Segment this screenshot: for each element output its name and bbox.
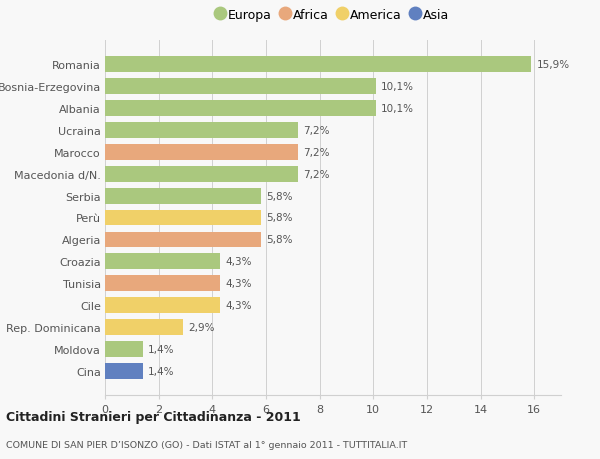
- Bar: [105, 232, 260, 248]
- Bar: [105, 145, 298, 160]
- Text: 2,9%: 2,9%: [188, 322, 215, 332]
- Text: 5,8%: 5,8%: [266, 191, 292, 201]
- Bar: [105, 101, 376, 117]
- Text: 4,3%: 4,3%: [226, 300, 252, 310]
- Bar: [105, 319, 183, 335]
- Text: COMUNE DI SAN PIER D’ISONZO (GO) - Dati ISTAT al 1° gennaio 2011 - TUTTITALIA.IT: COMUNE DI SAN PIER D’ISONZO (GO) - Dati …: [6, 441, 407, 449]
- Text: 10,1%: 10,1%: [381, 82, 414, 92]
- Text: 1,4%: 1,4%: [148, 366, 175, 376]
- Bar: [105, 57, 532, 73]
- Bar: [105, 297, 220, 313]
- Bar: [105, 363, 143, 379]
- Bar: [105, 79, 376, 95]
- Text: 1,4%: 1,4%: [148, 344, 175, 354]
- Text: 10,1%: 10,1%: [381, 104, 414, 114]
- Text: 15,9%: 15,9%: [537, 60, 570, 70]
- Text: 7,2%: 7,2%: [304, 147, 330, 157]
- Text: 5,8%: 5,8%: [266, 213, 292, 223]
- Bar: [105, 276, 220, 291]
- Bar: [105, 188, 260, 204]
- Text: Cittadini Stranieri per Cittadinanza - 2011: Cittadini Stranieri per Cittadinanza - 2…: [6, 410, 301, 423]
- Bar: [105, 123, 298, 139]
- Text: 4,3%: 4,3%: [226, 279, 252, 289]
- Text: 5,8%: 5,8%: [266, 235, 292, 245]
- Legend: Europa, Africa, America, Asia: Europa, Africa, America, Asia: [214, 7, 452, 25]
- Text: 4,3%: 4,3%: [226, 257, 252, 267]
- Text: 7,2%: 7,2%: [304, 169, 330, 179]
- Text: 7,2%: 7,2%: [304, 126, 330, 136]
- Bar: [105, 341, 143, 357]
- Bar: [105, 167, 298, 182]
- Bar: [105, 254, 220, 269]
- Bar: [105, 210, 260, 226]
